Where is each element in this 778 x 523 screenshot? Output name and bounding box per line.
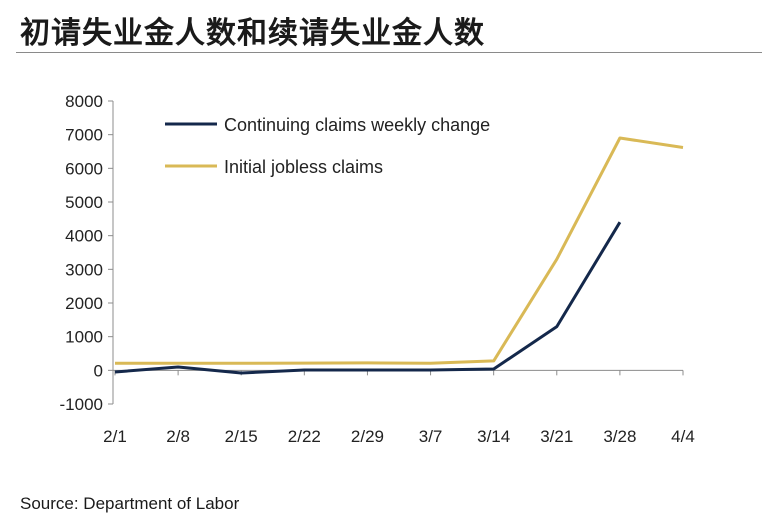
x-tick-label: 3/14 [477,427,510,446]
x-tick-label: 2/15 [225,427,258,446]
y-tick-label: 3000 [65,260,103,279]
x-tick-label: 3/28 [603,427,636,446]
legend-label: Initial jobless claims [224,157,383,177]
y-tick-label: 2000 [65,294,103,313]
x-tick-label: 2/1 [103,427,127,446]
x-tick-label: 4/4 [671,427,695,446]
series-line-continuing-claims [114,221,622,375]
y-tick-label: 8000 [65,92,103,111]
y-tick-label: 0 [94,361,103,380]
chart-title: 初请失业金人数和续请失业金人数 [20,16,485,51]
y-axis-ticks: -1000 0 1000 2000 3000 4000 5000 6000 7000 8000 [60,92,113,414]
line-chart: -1000 0 1000 2000 3000 4000 5000 6000 7000 8000 2… [60,92,695,446]
y-tick-label: 5000 [65,193,103,212]
x-tick-label: 3/7 [419,427,443,446]
series-line-initial-claims [115,136,684,365]
chart-series [114,136,684,375]
x-tick-label: 2/29 [351,427,384,446]
x-tick-label: 2/8 [166,427,190,446]
y-tick-label: 6000 [65,159,103,178]
x-tick-label: 2/22 [288,427,321,446]
y-tick-label: 1000 [65,328,103,347]
y-tick-label: 4000 [65,227,103,246]
chart-legend: Continuing claims weekly change Initial j… [165,115,490,177]
y-tick-label: 7000 [65,126,103,145]
y-tick-label: -1000 [60,395,103,414]
x-axis-ticks: 2/1 2/8 2/15 2/22 2/29 3/7 3/14 3/21 3/28 4/4 [103,370,695,446]
legend-label: Continuing claims weekly change [224,115,490,135]
chart-axes [112,101,683,404]
source-note: Source: Department of Labor [20,494,240,513]
x-tick-label: 3/21 [540,427,573,446]
title-divider [16,52,762,53]
